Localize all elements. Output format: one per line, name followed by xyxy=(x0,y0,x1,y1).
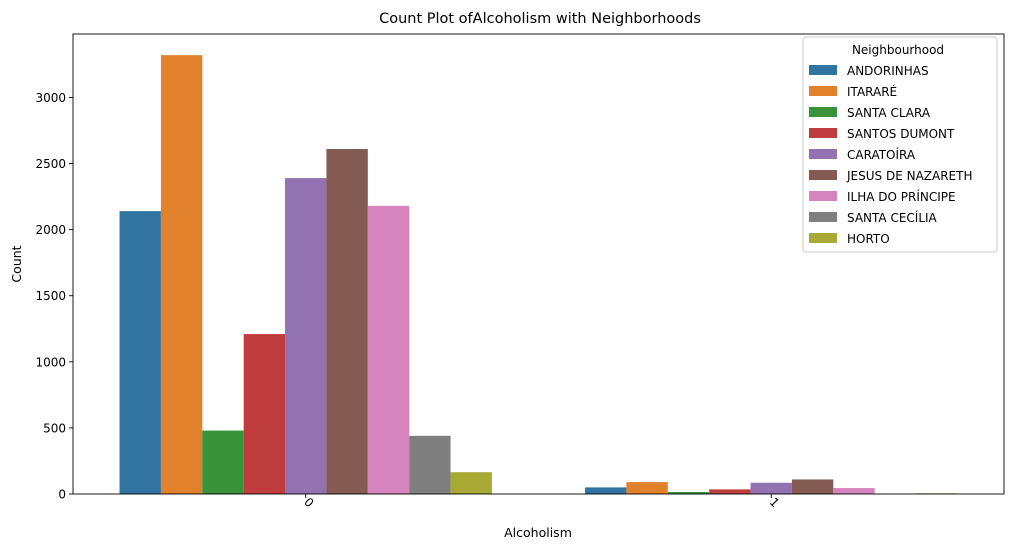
y-axis: 0 500 1000 1500 2000 2500 3000 xyxy=(35,91,73,502)
bar-ilha-do-pr-ncipe-0 xyxy=(367,205,410,494)
y-tick-label: 2000 xyxy=(35,223,66,237)
bar-andorinhas-1 xyxy=(585,487,627,494)
x-axis-label: Alcoholism xyxy=(504,525,572,540)
plot-frame xyxy=(72,33,1005,495)
legend-label: SANTOS DUMONT xyxy=(847,127,955,141)
bar-jesus-de-nazareth-0 xyxy=(326,149,368,494)
legend-label: HORTO xyxy=(847,232,890,246)
legend-swatch xyxy=(809,128,837,138)
legend-swatch xyxy=(809,212,837,222)
bar-santa-clara-0 xyxy=(202,430,244,494)
legend-label: CARATOÍRA xyxy=(847,147,916,162)
bar-andorinhas-0 xyxy=(119,211,161,494)
bar-horto-0 xyxy=(450,472,492,494)
chart-title: Count Plot ofAlcoholism with Neighborhoo… xyxy=(379,11,701,27)
bar-itarar--0 xyxy=(160,55,203,495)
bar-jesus-de-nazareth-1 xyxy=(791,479,834,494)
legend-swatch xyxy=(809,149,837,159)
bar-santa-clara-1 xyxy=(667,492,710,494)
legend-swatch xyxy=(809,86,837,96)
y-tick-label: 3000 xyxy=(35,91,66,105)
legend-label: ILHA DO PRÍNCIPE xyxy=(847,189,956,204)
legend: Neighbourhood ANDORINHAS ITARARÉ SANTA CLAR… xyxy=(802,36,998,253)
x-tick-label: 1 xyxy=(767,495,782,510)
legend-swatch xyxy=(809,107,837,117)
bar-carato-ra-1 xyxy=(750,482,792,494)
x-tick-label: 0 xyxy=(301,495,316,510)
legend-label: SANTA CLARA xyxy=(847,106,931,120)
legend-swatch xyxy=(809,65,837,75)
bar-santa-cec-lia-0 xyxy=(409,435,451,494)
legend-title: Neighbourhood xyxy=(852,43,944,57)
legend-swatch xyxy=(809,191,837,201)
legend-box xyxy=(802,36,998,253)
legend-swatch xyxy=(809,170,837,180)
bar-santos-dumont-0 xyxy=(243,334,286,494)
bar-ilha-do-pr-ncipe-1 xyxy=(833,488,875,494)
legend-label: ANDORINHAS xyxy=(847,64,929,78)
y-tick-label: 500 xyxy=(43,421,66,435)
y-tick-label: 0 xyxy=(58,488,66,502)
legend-label: ITARARÉ xyxy=(847,84,897,99)
legend-label: SANTA CECÍLIA xyxy=(847,210,938,225)
y-tick-label: 1000 xyxy=(35,355,66,369)
legend-label: JESUS DE NAZARETH xyxy=(846,169,972,183)
legend-swatch xyxy=(809,233,837,243)
bar-carato-ra-0 xyxy=(285,178,327,494)
y-tick-label: 1500 xyxy=(35,289,66,303)
y-axis-label: Count xyxy=(9,245,24,282)
bar-santos-dumont-1 xyxy=(709,489,751,494)
y-tick-label: 2500 xyxy=(35,157,66,171)
bars-layer xyxy=(119,55,958,495)
bar-itarar--1 xyxy=(626,482,668,494)
